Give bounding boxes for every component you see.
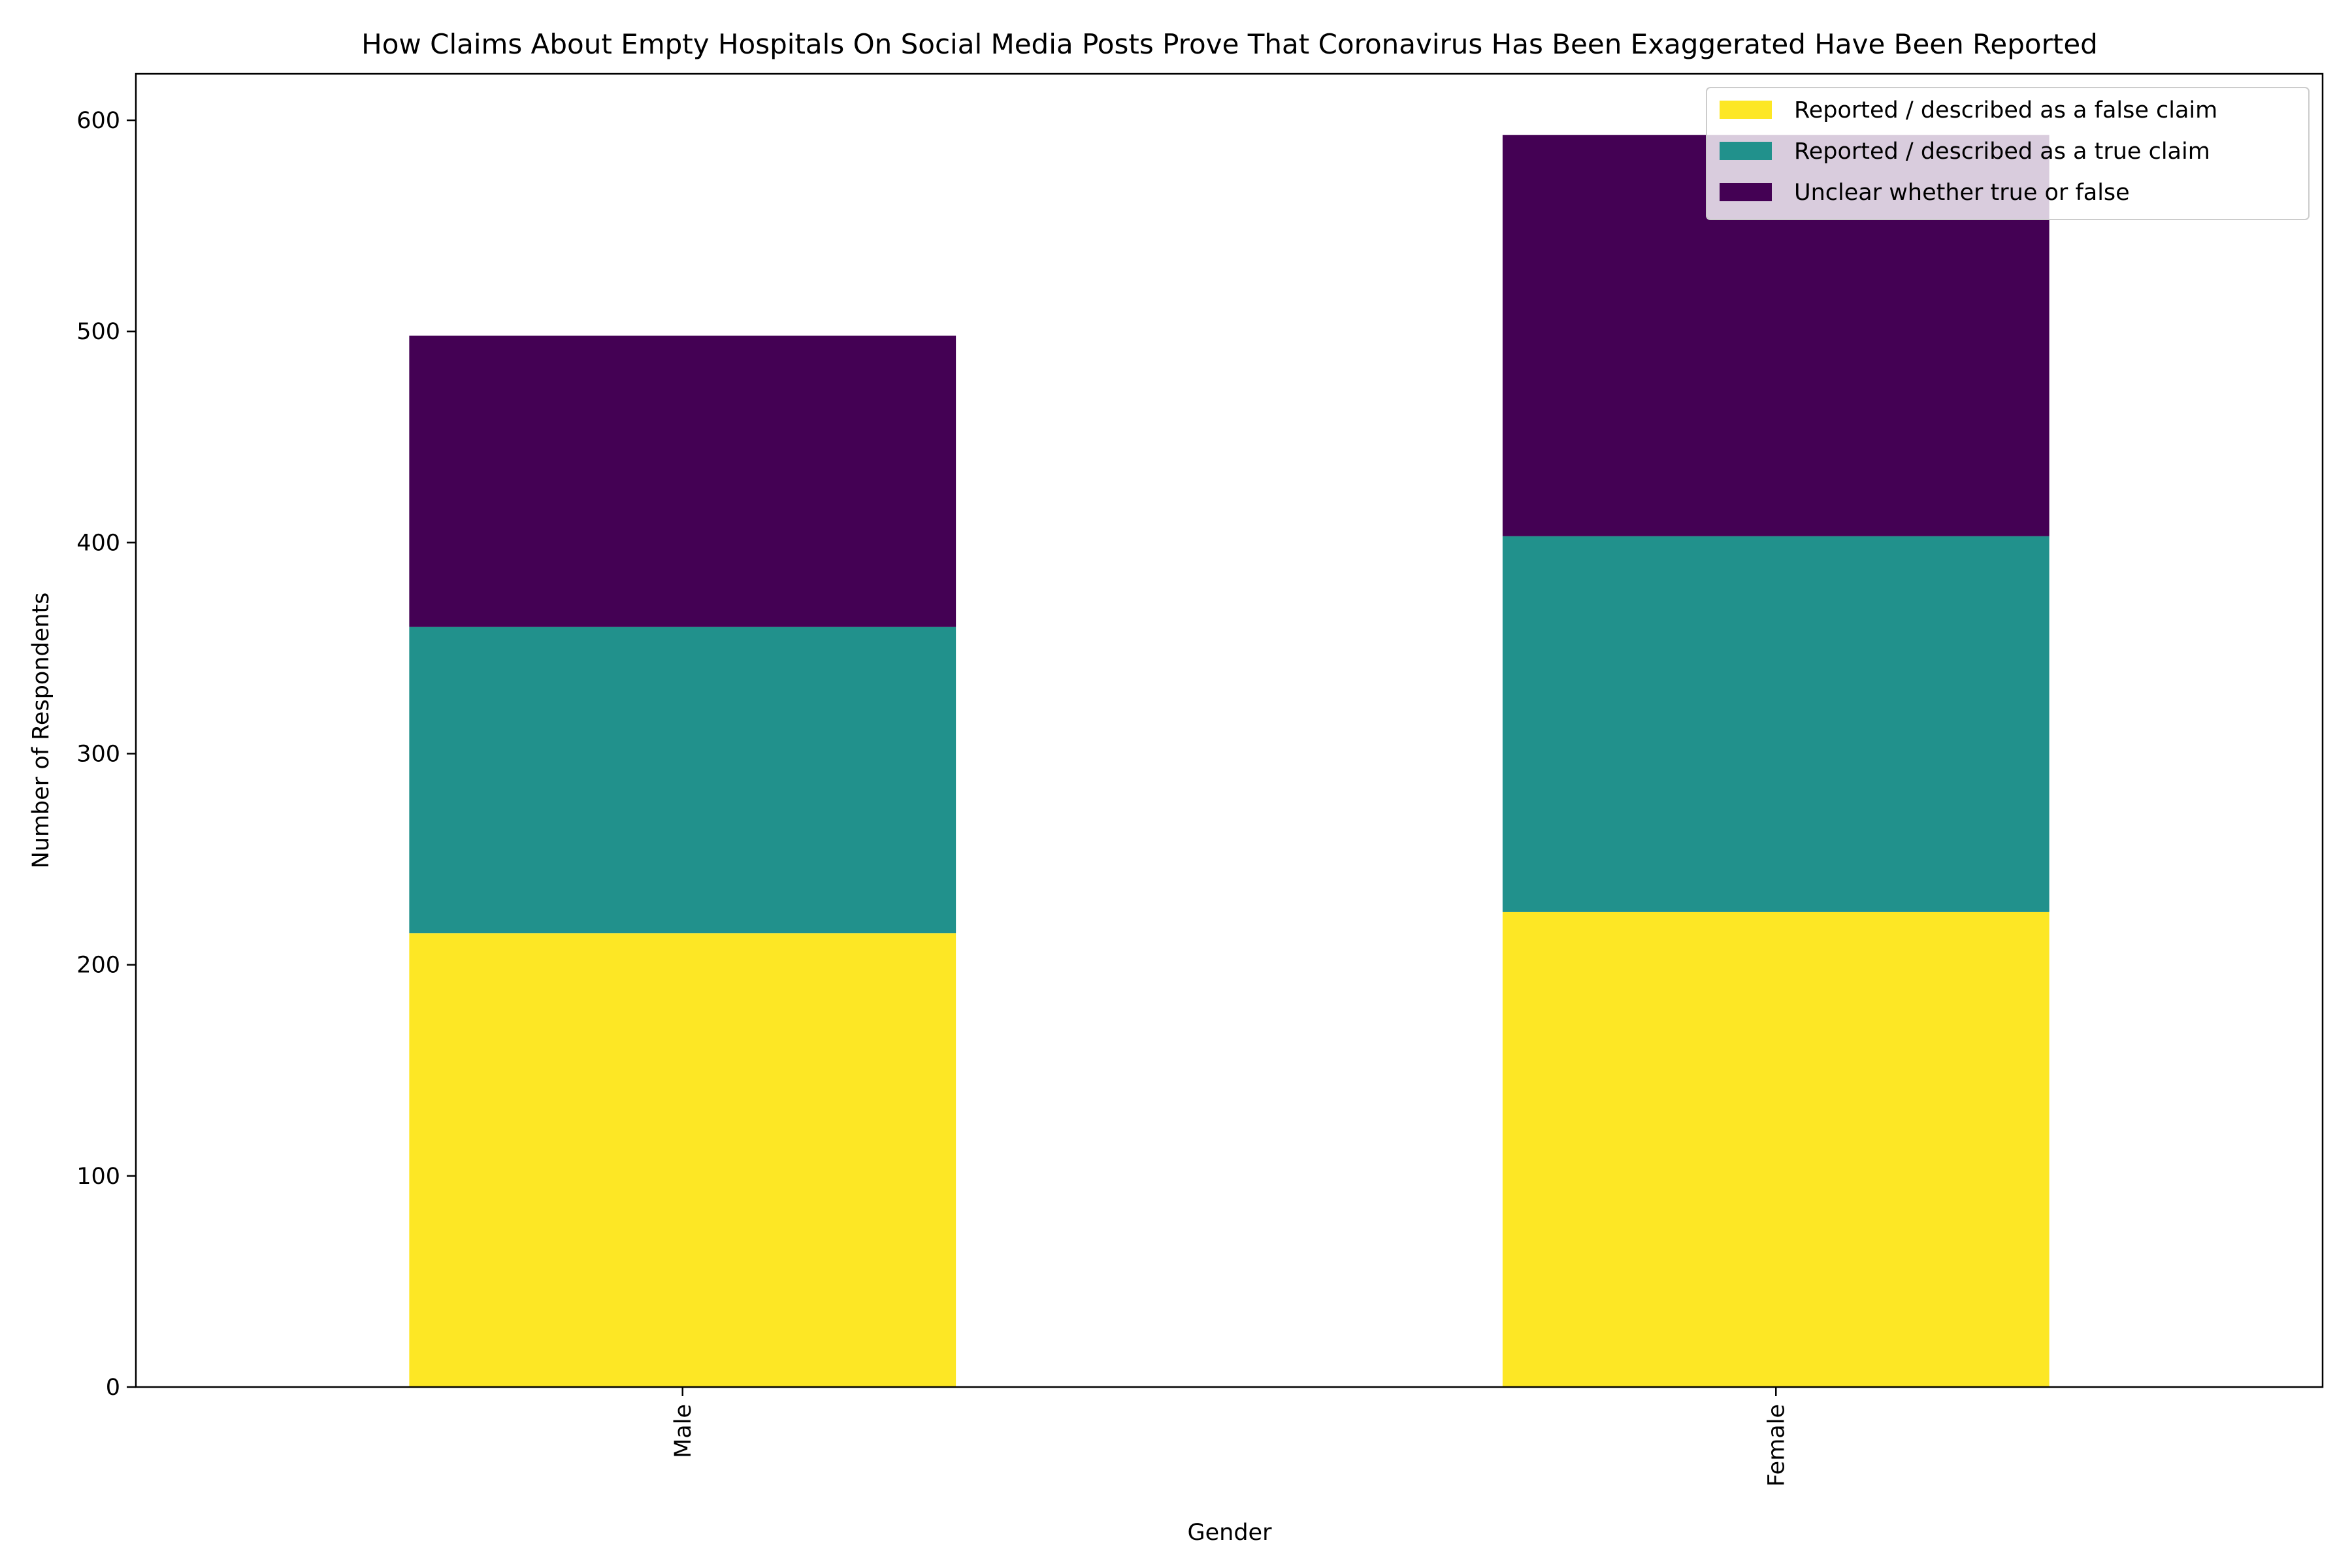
legend-swatch (1720, 142, 1772, 160)
legend-label: Unclear whether true or false (1794, 180, 2130, 206)
plot-area: 0 100 200 300 400 500 600 Male Female (76, 73, 2324, 1487)
x-axis: Male Female (670, 1387, 1789, 1487)
y-tick-label: 500 (76, 319, 120, 345)
bar-female-series-0 (1502, 911, 2050, 1387)
bar-male-series-0 (409, 933, 956, 1387)
legend: Reported / described as a false claim Rep… (1706, 87, 2310, 220)
y-tick-label: 0 (106, 1375, 120, 1401)
y-axis-label: Number of Respondents (28, 593, 54, 869)
legend-label: Reported / described as a false claim (1794, 97, 2217, 123)
y-tick-label: 400 (76, 530, 120, 556)
legend-swatch (1720, 183, 1772, 201)
legend-box (1706, 87, 2310, 220)
y-tick-label: 100 (76, 1164, 120, 1190)
y-tick-label: 600 (76, 108, 120, 134)
y-axis: 0 100 200 300 400 500 600 (76, 108, 136, 1401)
legend-swatch (1720, 101, 1772, 119)
x-tick-label-female: Female (1763, 1404, 1789, 1487)
legend-label: Reported / described as a true claim (1794, 139, 2210, 165)
bars (409, 135, 2050, 1387)
x-tick-label-male: Male (670, 1404, 696, 1458)
x-axis-label: Gender (1188, 1520, 1273, 1546)
plot-frame (135, 73, 2324, 1388)
chart-title: How Claims About Empty Hospitals On Soci… (361, 28, 2098, 60)
bar-male-series-1 (409, 627, 956, 934)
bar-male-series-2 (409, 335, 956, 627)
y-tick-label: 200 (76, 953, 120, 979)
y-tick-label: 300 (76, 742, 120, 768)
bar-female-series-1 (1502, 536, 2050, 912)
